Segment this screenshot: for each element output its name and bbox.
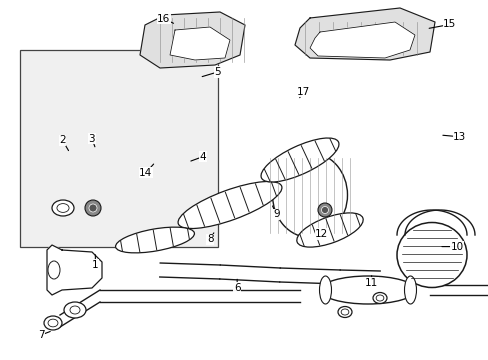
Ellipse shape: [404, 276, 416, 304]
Text: 10: 10: [450, 242, 463, 252]
Text: 1: 1: [92, 260, 99, 270]
Ellipse shape: [261, 138, 338, 182]
Ellipse shape: [178, 181, 282, 229]
Text: 8: 8: [206, 234, 213, 244]
Ellipse shape: [48, 261, 60, 279]
Ellipse shape: [57, 204, 69, 212]
Ellipse shape: [85, 200, 101, 216]
Ellipse shape: [372, 292, 386, 303]
Ellipse shape: [296, 213, 363, 247]
Polygon shape: [160, 263, 220, 279]
Ellipse shape: [70, 306, 80, 314]
Text: 4: 4: [199, 152, 206, 162]
Ellipse shape: [48, 319, 58, 327]
Ellipse shape: [272, 153, 347, 238]
Polygon shape: [339, 270, 379, 285]
Text: 15: 15: [442, 19, 456, 30]
Bar: [20, 50, 217, 247]
Polygon shape: [47, 245, 102, 295]
Polygon shape: [294, 8, 434, 60]
Ellipse shape: [341, 309, 348, 315]
Text: 7: 7: [38, 330, 45, 340]
Ellipse shape: [52, 200, 74, 216]
Ellipse shape: [64, 302, 86, 318]
Ellipse shape: [115, 227, 194, 253]
Ellipse shape: [320, 276, 415, 304]
Text: 6: 6: [233, 283, 240, 293]
Ellipse shape: [396, 222, 466, 288]
Text: 9: 9: [272, 209, 279, 219]
Text: 5: 5: [214, 67, 221, 77]
Ellipse shape: [321, 207, 328, 213]
Polygon shape: [170, 27, 229, 60]
Ellipse shape: [375, 295, 383, 301]
Ellipse shape: [89, 204, 97, 212]
Text: 2: 2: [59, 135, 66, 145]
Text: 13: 13: [452, 132, 466, 142]
Text: 11: 11: [364, 278, 378, 288]
Text: 14: 14: [139, 168, 152, 178]
Polygon shape: [140, 12, 244, 68]
Ellipse shape: [319, 276, 331, 304]
Polygon shape: [279, 268, 340, 284]
Polygon shape: [219, 265, 280, 282]
Text: 16: 16: [157, 14, 170, 24]
Polygon shape: [309, 22, 414, 58]
Ellipse shape: [337, 306, 351, 318]
Ellipse shape: [317, 203, 331, 217]
Ellipse shape: [44, 316, 62, 330]
Text: 12: 12: [314, 229, 328, 239]
Text: 3: 3: [88, 134, 95, 144]
Text: 17: 17: [296, 87, 309, 97]
